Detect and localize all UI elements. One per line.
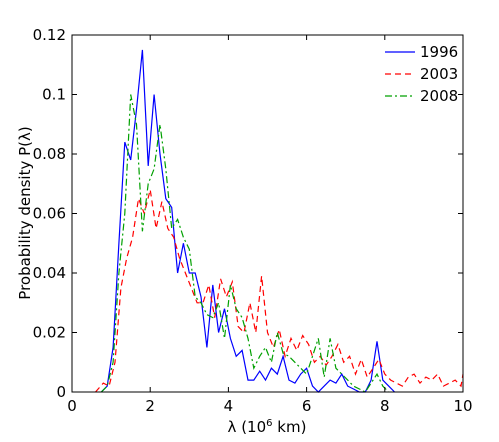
y-tick-label: 0.02 bbox=[33, 324, 66, 342]
legend: 1996 2003 2008 bbox=[385, 43, 458, 105]
x-tick-label: 2 bbox=[145, 397, 155, 415]
x-tick-label: 8 bbox=[380, 397, 390, 415]
y-tick-label: 0 bbox=[56, 383, 66, 401]
x-tick-label: 0 bbox=[67, 397, 77, 415]
series-line-2003 bbox=[95, 189, 464, 393]
series-layer bbox=[95, 49, 464, 393]
legend-label-1996: 1996 bbox=[420, 43, 458, 61]
x-tick-label: 10 bbox=[453, 397, 472, 415]
y-tick-label: 0.1 bbox=[42, 86, 66, 104]
tick-layer: 0 2 4 6 8 10 0 0.02 0.04 0.06 0.08 0.1 0.12 bbox=[33, 26, 473, 415]
series-line-1996 bbox=[100, 49, 396, 393]
y-tick-label: 0.06 bbox=[33, 205, 66, 223]
x-axis-label-tail: km) bbox=[273, 418, 307, 436]
series-line-2008 bbox=[100, 94, 390, 393]
plot-area bbox=[72, 35, 463, 392]
y-tick-label: 0.08 bbox=[33, 145, 66, 163]
x-axis-label: λ (106 km) bbox=[228, 418, 307, 436]
y-axis-label: Probability density P(λ) bbox=[16, 126, 34, 299]
legend-label-2003: 2003 bbox=[420, 65, 458, 83]
y-tick-label: 0.04 bbox=[33, 264, 66, 282]
x-axis-label-superscript: 6 bbox=[266, 418, 272, 429]
legend-label-2008: 2008 bbox=[420, 87, 458, 105]
y-tick-label: 0.12 bbox=[33, 26, 66, 44]
x-tick-label: 6 bbox=[302, 397, 312, 415]
x-tick-label: 4 bbox=[224, 397, 234, 415]
